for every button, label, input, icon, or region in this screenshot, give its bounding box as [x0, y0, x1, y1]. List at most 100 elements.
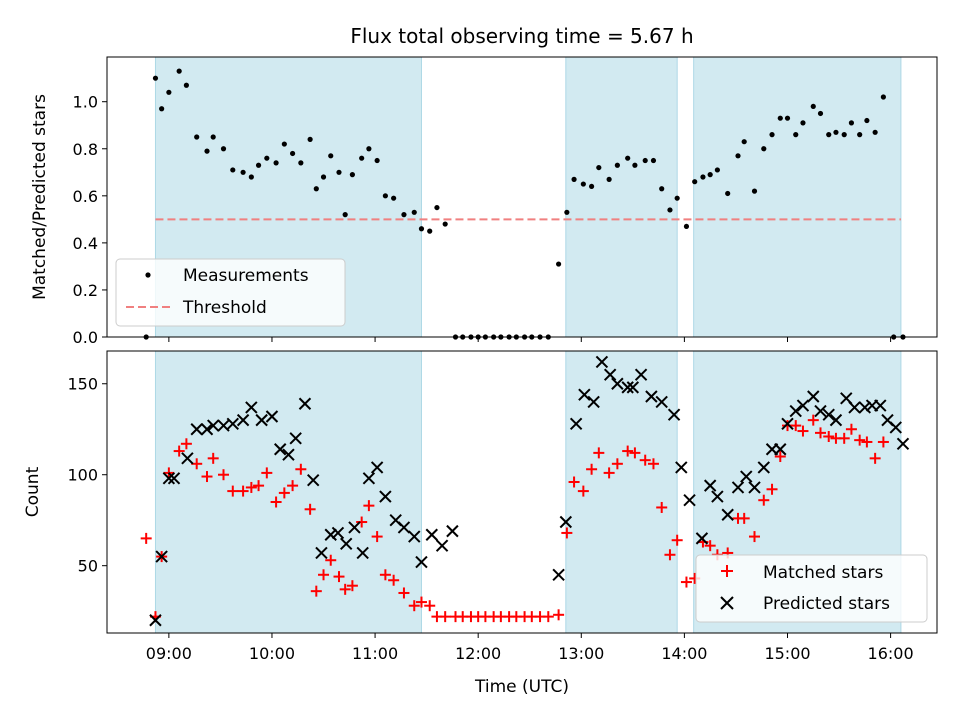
matched-star-point: [278, 487, 290, 499]
predicted-star-point: [408, 530, 421, 543]
predicted-star-point: [626, 381, 640, 394]
predicted-star-stroke: [255, 413, 268, 427]
matched-star-point: [647, 458, 659, 470]
predicted-star-stroke: [740, 470, 753, 483]
predicted-star-point: [874, 399, 887, 412]
ratio-y-axis: 0.0 0.2 0.4 0.6 0.8 1.0: [73, 93, 107, 347]
predicted-star-stroke: [667, 408, 681, 421]
predicted-star-point: [721, 508, 734, 521]
predicted-star-point: [200, 423, 214, 436]
predicted-star-point: [748, 481, 761, 494]
count-x-tick-label: 12:00: [455, 644, 501, 663]
predicted-star-point: [415, 555, 428, 569]
predicted-star-point: [848, 401, 861, 414]
measurement-point: [273, 160, 279, 166]
measurement-point: [264, 155, 270, 161]
predicted-star-point: [675, 461, 688, 474]
matched-star-point: [680, 576, 692, 588]
predicted-star-point: [587, 395, 600, 409]
count-y-tick-label: 150: [67, 375, 98, 394]
measurement-point: [313, 186, 319, 192]
predicted-star-point: [379, 490, 392, 503]
matched-star-point: [173, 445, 185, 457]
measurement-point: [606, 176, 612, 182]
measurement-point: [793, 132, 799, 138]
predicted-star-stroke: [425, 528, 438, 541]
predicted-star-stroke: [757, 461, 770, 474]
ratio-y-label: Matched/Predicted stars: [30, 94, 50, 300]
measurement-point: [183, 82, 189, 88]
measurement-point: [707, 172, 713, 178]
matched-star-point: [738, 512, 750, 524]
predicted-star-stroke: [889, 421, 902, 434]
predicted-star-stroke: [155, 550, 168, 563]
measurement-point: [366, 146, 372, 152]
measurement-point: [240, 169, 246, 175]
predicted-star-point: [446, 524, 459, 538]
predicted-star-stroke: [807, 390, 820, 403]
predicted-star-stroke: [569, 417, 583, 430]
matched-star-point: [845, 423, 857, 435]
predicted-star-stroke: [675, 461, 688, 474]
predicted-star-stroke: [621, 381, 634, 394]
measurement-point: [769, 132, 775, 138]
predicted-star-stroke: [587, 395, 600, 409]
predicted-star-stroke: [731, 481, 745, 494]
predicted-star-stroke: [435, 539, 449, 552]
measurement-point: [725, 190, 731, 197]
predicted-star-point: [217, 419, 230, 432]
predicted-star-point: [324, 528, 337, 541]
measurement-point: [391, 195, 397, 201]
measurement-point: [281, 141, 287, 147]
legend-predicted-marker: [720, 596, 734, 610]
matched-star-point: [838, 432, 850, 444]
measurement-point: [401, 212, 407, 218]
matched-star-point: [877, 436, 889, 448]
matched-star-point: [333, 571, 345, 583]
measurement-point: [735, 153, 741, 159]
predicted-star-stroke: [324, 528, 337, 541]
measurement-point: [434, 204, 440, 211]
predicted-star-point: [796, 399, 810, 412]
predicted-star-stroke: [265, 410, 279, 423]
measurement-point: [564, 209, 570, 215]
matched-star-point: [639, 454, 651, 466]
measurement-point: [411, 209, 417, 215]
predicted-star-point: [829, 413, 843, 427]
predicted-star-point: [348, 521, 361, 534]
measurement-point: [320, 174, 327, 180]
predicted-star-point: [603, 368, 617, 381]
measurement-point: [632, 162, 638, 168]
predicted-star-stroke: [331, 526, 345, 540]
ratio-legend: Measurements Threshold: [115, 258, 346, 327]
matched-star-point: [869, 452, 881, 464]
measurement-point: [667, 207, 673, 213]
measurement-point: [588, 183, 595, 190]
count-x-tick-label: 13:00: [558, 644, 604, 663]
predicted-star-stroke: [389, 513, 402, 527]
predicted-star-point: [149, 614, 162, 627]
matched-star-point: [237, 485, 249, 497]
predicted-star-point: [667, 408, 681, 421]
matched-star-point: [656, 501, 668, 513]
predicted-star-point: [315, 546, 328, 560]
predicted-star-stroke: [655, 395, 668, 409]
matched-star-point: [593, 447, 605, 459]
measurement-point: [650, 157, 657, 164]
count-x-tick-label: 11:00: [352, 644, 398, 663]
predicted-star-point: [181, 452, 194, 465]
matched-star-point: [854, 434, 866, 446]
predicted-star-point: [226, 417, 239, 430]
count-points: [140, 355, 910, 627]
measurement-point: [210, 134, 216, 140]
measurement-point: [349, 172, 355, 178]
predicted-star-stroke: [245, 401, 258, 414]
predicted-star-point: [889, 421, 902, 434]
predicted-star-stroke: [446, 524, 459, 538]
count-x-label: Time (UTC): [474, 677, 569, 697]
predicted-star-stroke: [645, 390, 658, 403]
predicted-star-stroke: [896, 437, 910, 450]
ratio-y-tick-label: 0.0: [73, 328, 98, 347]
predicted-star-stroke: [781, 417, 794, 430]
